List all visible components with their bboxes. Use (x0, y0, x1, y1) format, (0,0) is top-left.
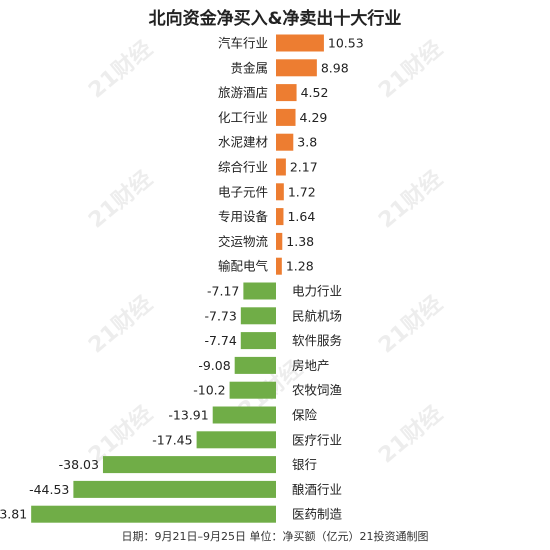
value-label: 4.29 (300, 110, 328, 125)
bar (276, 158, 286, 176)
category-label: 输配电气 (218, 259, 269, 274)
bars: 汽车行业 10.53 贵金属 8.98 旅游酒店 4.52 化工行业 4.29 水泥建材 3.8 综… (0, 34, 364, 523)
category-label: 软件服务 (292, 333, 342, 348)
value-label: 1.64 (287, 209, 315, 224)
category-label: 酿酒行业 (292, 482, 342, 497)
bar (276, 34, 324, 52)
value-label: 8.98 (321, 60, 349, 75)
value-label: 1.28 (286, 259, 314, 274)
value-label: 4.52 (301, 85, 329, 100)
value-label: -7.73 (204, 308, 236, 323)
value-label: -53.81 (0, 507, 27, 522)
watermark-text: 21财经 (374, 401, 448, 469)
bar (276, 257, 282, 275)
category-label: 电力行业 (292, 284, 342, 299)
category-label: 旅游酒店 (218, 85, 268, 100)
category-label: 保险 (292, 408, 318, 423)
chart-title: 北向资金净买入&净卖出十大行业 (148, 9, 402, 29)
category-label: 专用设备 (218, 209, 269, 224)
value-label: -7.17 (207, 284, 239, 299)
value-label: 3.8 (297, 135, 317, 150)
value-label: 10.53 (328, 36, 364, 51)
bar (212, 406, 276, 424)
category-label: 医药制造 (292, 507, 343, 522)
bar (276, 208, 284, 226)
value-label: 2.17 (290, 160, 318, 175)
category-label: 农牧饲渔 (292, 383, 342, 398)
bar (196, 431, 276, 449)
bar (276, 108, 296, 126)
category-label: 化工行业 (218, 110, 268, 125)
watermarks: 21财经21财经21财经21财经21财经21财经21财经21财经21财经 (84, 36, 448, 469)
category-label: 综合行业 (218, 160, 268, 175)
watermark-text: 21财经 (374, 166, 448, 234)
bar (234, 356, 276, 374)
category-label: 电子元件 (218, 184, 268, 199)
category-label: 水泥建材 (218, 135, 268, 150)
watermark-text: 21财经 (374, 291, 448, 359)
watermark-text: 21财经 (84, 36, 158, 104)
chart-footer: 日期：9月21日–9月25日 单位：净买额（亿元）21投资通制图 (121, 530, 429, 543)
bar (276, 84, 297, 102)
bar (276, 133, 294, 151)
value-label: -17.45 (152, 432, 192, 447)
bar (102, 456, 276, 474)
bar (73, 480, 277, 498)
watermark-text: 21财经 (84, 291, 158, 359)
category-label: 汽车行业 (218, 36, 268, 51)
value-label: -44.53 (29, 482, 69, 497)
bar (240, 332, 276, 350)
value-label: -13.91 (168, 408, 208, 423)
category-label: 医疗行业 (292, 432, 342, 447)
bar (229, 381, 276, 399)
value-label: 1.38 (286, 234, 314, 249)
category-label: 民航机场 (292, 308, 342, 323)
bar (240, 307, 276, 325)
value-label: -7.74 (204, 333, 236, 348)
bar (243, 282, 276, 300)
bar (276, 183, 284, 201)
watermark-text: 21财经 (84, 166, 158, 234)
category-label: 房地产 (292, 358, 330, 373)
value-label: -38.03 (59, 457, 99, 472)
category-label: 银行 (292, 457, 317, 472)
value-label: -9.08 (198, 358, 230, 373)
value-label: -10.2 (193, 383, 225, 398)
bar (31, 505, 276, 523)
value-label: 1.72 (288, 184, 316, 199)
bar (276, 59, 317, 77)
category-label: 贵金属 (230, 60, 268, 75)
category-label: 交运物流 (218, 234, 269, 249)
watermark-text: 21财经 (374, 36, 448, 104)
bar (276, 232, 283, 250)
